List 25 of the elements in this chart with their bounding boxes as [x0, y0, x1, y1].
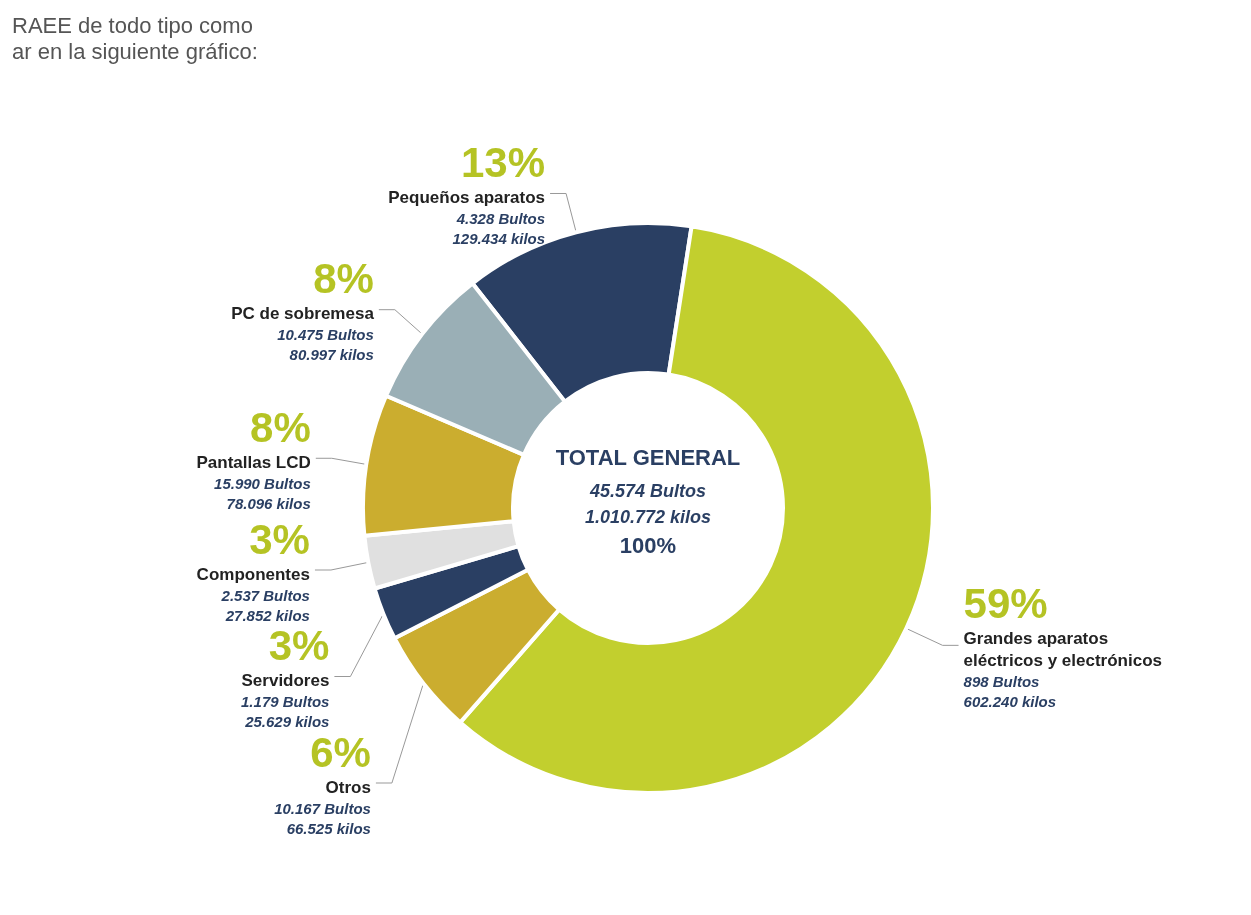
- text: TOTAL GENERAL: [555, 444, 741, 470]
- text: 45.574 Bultos 1.010.772 kilos: [584, 481, 712, 527]
- data-label: 3%: [249, 515, 310, 563]
- slice-label: Servidores: [241, 671, 330, 691]
- data-label: 8%: [313, 255, 374, 303]
- slice-label: Grandes aparatos eléctricos y electrónicos: [963, 628, 1162, 670]
- slice-label: Pequeños aparatos: [388, 187, 546, 207]
- text: 10.475 Bultos 80.997 kilos: [277, 326, 374, 364]
- text: 15.990 Bultos 78.096 kilos: [214, 474, 311, 512]
- text: RAEE de todo tipo como ar en la siguiente gráfico:: [12, 12, 258, 64]
- data-label: 3%: [268, 622, 330, 670]
- text: 2.537 Bultos 27.852 kilos: [221, 586, 310, 624]
- slice-label: Componentes: [196, 564, 310, 584]
- data-label: 59%: [963, 579, 1048, 627]
- text: 100%: [619, 532, 677, 558]
- text: 4.328 Bultos 129.434 kilos: [452, 209, 546, 247]
- text: 10.167 Bultos 66.525 kilos: [274, 799, 371, 837]
- slice-label: Pantallas LCD: [196, 452, 311, 472]
- text: 1.179 Bultos 25.629 kilos: [241, 693, 330, 731]
- text: 898 Bultos 602.240 kilos: [963, 672, 1057, 710]
- data-label: 6%: [310, 728, 371, 776]
- slice-label: PC de sobremesa: [231, 304, 375, 324]
- data-label: 13%: [461, 138, 546, 186]
- slice-label: Otros: [325, 777, 371, 797]
- data-label: 8%: [250, 403, 311, 451]
